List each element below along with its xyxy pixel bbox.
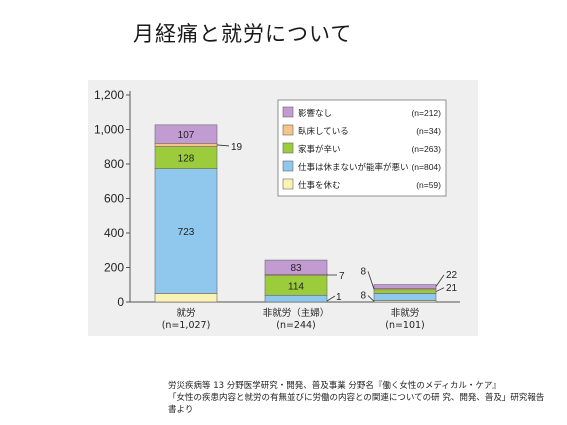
legend-label: 家事が辛い [298,144,341,155]
legend-box [277,99,447,197]
y-tick-label: 0 [117,295,124,309]
x-category-label: (n=244) [276,320,316,331]
legend-count: (n=212) [411,108,441,118]
x-category-label: (n=101) [385,320,425,331]
data-label: 107 [178,130,195,141]
caption-line-2: 「女性の疾患内容と就労の有無並びに労働の内容との関連についての研 究、開発、普及… [168,393,545,403]
caption-line-1: 労災疾病等 13 分野医学研究・開発、普及事業 分野名『働く女性のメディカル・ケ… [168,381,501,391]
leader-line [367,295,375,302]
bar-segment [154,168,218,294]
bar-segment [154,293,218,303]
y-tick-label: 800 [104,157,124,171]
source-caption: 労災疾病等 13 分野医学研究・開発、普及事業 分野名『働く女性のメディカル・ケ… [168,380,558,416]
data-label: 22 [446,270,458,281]
leader-line [216,144,230,147]
data-label: 83 [290,263,302,274]
legend-label: 仕事を休む [298,180,341,191]
bar-segment [373,284,437,289]
y-tick-label: 600 [104,192,124,206]
y-tick-label: 200 [104,261,124,275]
data-label: 8 [360,291,366,302]
y-tick-label: 1,000 [94,123,124,137]
caption-line-3: 書より [168,405,194,415]
legend-swatch [282,106,294,118]
legend-count: (n=804) [411,162,441,172]
y-tick-label: 400 [104,226,124,240]
legend-count: (n=59) [416,180,441,190]
data-label: 128 [178,154,195,165]
legend-count: (n=263) [411,144,441,154]
data-label: 8 [360,266,366,277]
bar-segment [373,293,437,301]
x-category-label: (n=1,027) [162,320,211,331]
bar-segment [154,124,218,144]
bar-segment [264,259,328,275]
bar-segment [154,143,218,147]
slide-title: 月経痛と就労について [133,22,353,46]
bar-segment [373,289,437,294]
legend-label: 仕事は休まないが能率が悪い [298,162,409,173]
y-tick-label: 1,200 [94,88,124,102]
legend-count: (n=34) [416,126,441,136]
leader-line [435,274,445,287]
bar-segment [264,294,328,303]
data-label: 114 [288,281,304,292]
leader-line [435,287,445,292]
data-label: 19 [231,142,243,153]
data-label: 1 [336,292,342,303]
legend-swatch [282,160,294,172]
legend-label: 影響なし [298,108,332,119]
x-category-label: 就労 [176,307,195,319]
leader-line [367,271,375,290]
leader-line [326,295,336,302]
data-label: 7 [339,271,345,282]
legend-swatch [282,124,294,136]
x-category-label: 非就労 [391,307,420,319]
x-category-label: 非就労（主婦） [263,307,330,319]
data-label: 21 [446,283,458,294]
legend-label: 臥床している [298,126,349,137]
data-label: 723 [178,227,195,238]
legend-swatch [282,142,294,154]
legend-swatch [282,178,294,190]
